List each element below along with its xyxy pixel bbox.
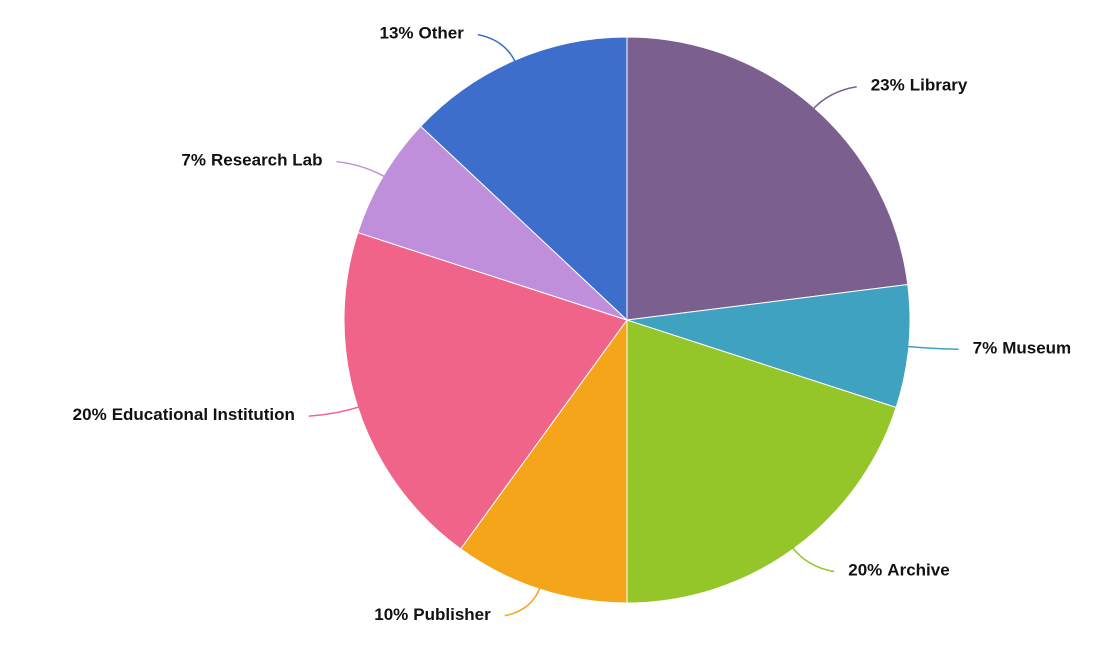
slice-category-label: Other [419, 24, 465, 43]
slice-label: 7% Research Lab [181, 151, 322, 170]
leader-line [477, 33, 517, 65]
slice-category-label: Archive [887, 561, 949, 580]
slice-value-label: 23% [871, 76, 905, 95]
leader-line [904, 345, 959, 351]
slice-value-label: 7% [973, 339, 998, 358]
slice-value-label: 20% [848, 561, 882, 580]
leader-line [308, 405, 362, 417]
slice-label: 20% Archive [848, 561, 949, 580]
slice-value-label: 7% [181, 151, 206, 170]
pie-slice [626, 36, 909, 321]
slice-category-label: Museum [1002, 339, 1071, 358]
slice-label: 20% Educational Institution [73, 406, 295, 425]
slice-category-label: Library [910, 76, 968, 95]
leader-line [790, 545, 835, 573]
slice-label: 13% Other [379, 24, 464, 43]
slice-category-label: Publisher [413, 605, 491, 624]
leader-line [336, 160, 388, 179]
slice-label: 7% Museum [973, 339, 1072, 358]
slice-label: 23% Library [871, 76, 968, 95]
leader-line [810, 85, 857, 112]
slice-category-label: Research Lab [211, 151, 323, 170]
slice-label: 10% Publisher [374, 605, 491, 624]
slice-category-label: Educational Institution [112, 406, 295, 425]
slice-value-label: 13% [379, 24, 413, 43]
slice-value-label: 20% [73, 406, 107, 425]
slice-value-label: 10% [374, 605, 408, 624]
leader-line [504, 585, 542, 617]
